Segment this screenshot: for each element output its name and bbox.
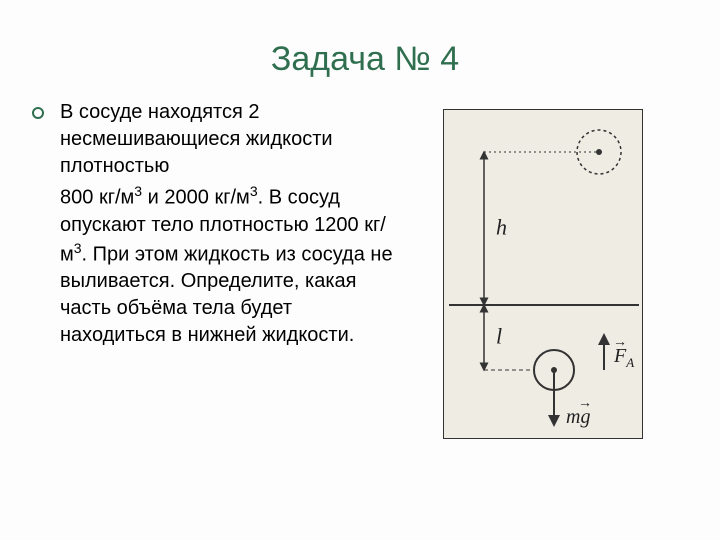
bullet-icon bbox=[32, 107, 44, 119]
rho-body-unit-exp: 3 bbox=[74, 240, 82, 256]
rho1-unit-exp: 3 bbox=[134, 183, 142, 199]
rho2-unit-base: кг/м bbox=[214, 187, 249, 209]
and-word: и bbox=[142, 187, 164, 209]
slide-title: Задача № 4 bbox=[60, 40, 670, 79]
slide: Задача № 4 В сосуде находятся 2 несмешив… bbox=[0, 0, 720, 540]
para2-tail: . При этом жидкость из сосуда не выливае… bbox=[60, 243, 393, 346]
problem-para-1: В сосуде находятся 2 несмешивающиеся жид… bbox=[60, 99, 396, 180]
rho-body-value: 1200 bbox=[314, 214, 359, 236]
svg-text:l: l bbox=[496, 324, 502, 349]
svg-text:→: → bbox=[578, 396, 592, 411]
problem-para-2: 800 кг/м3 и 2000 кг/м3. В сосуд опускают… bbox=[60, 182, 396, 349]
rho2-unit-exp: 3 bbox=[250, 183, 258, 199]
rho1-unit-base: кг/м bbox=[99, 187, 134, 209]
rho2-value: 2000 bbox=[164, 187, 209, 209]
rho1-value: 800 bbox=[60, 187, 93, 209]
diagram-svg: hlFA→mg→ bbox=[444, 110, 644, 440]
para1-prefix: В сосуде находятся 2 несмешивающиеся жид… bbox=[60, 101, 333, 177]
problem-text-column: В сосуде находятся 2 несмешивающиеся жид… bbox=[60, 99, 396, 500]
content-row: В сосуде находятся 2 несмешивающиеся жид… bbox=[60, 99, 670, 500]
physics-diagram: hlFA→mg→ bbox=[443, 109, 643, 439]
svg-text:→: → bbox=[613, 335, 627, 350]
figure-column: hlFA→mg→ bbox=[416, 99, 671, 500]
svg-text:h: h bbox=[496, 215, 507, 240]
